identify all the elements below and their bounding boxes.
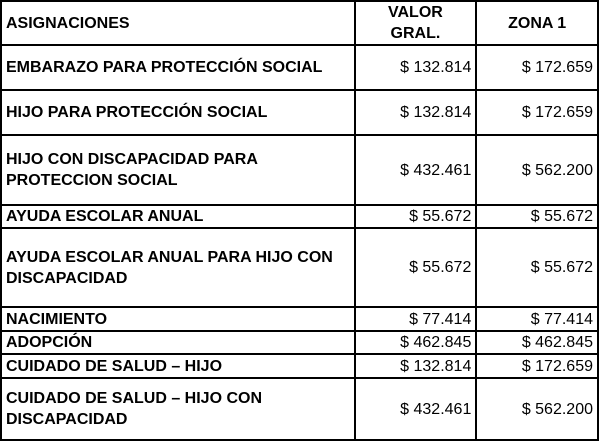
asignacion-name: HIJO PARA PROTECCIÓN SOCIAL bbox=[0, 89, 356, 136]
table-row: HIJO CON DISCAPACIDAD PARA PROTECCION SO… bbox=[0, 134, 599, 206]
valor-gral-cell: $ 132.814 bbox=[353, 353, 478, 379]
valor-gral-cell: $ 55.672 bbox=[353, 204, 478, 229]
table-row: HIJO PARA PROTECCIÓN SOCIAL $ 132.814 $ 17… bbox=[0, 89, 599, 136]
table-row: AYUDA ESCOLAR ANUAL $ 55.672 $ 55.672 bbox=[0, 204, 599, 229]
valor-gral-cell: $ 132.814 bbox=[353, 89, 478, 136]
asignacion-name: ADOPCIÓN bbox=[0, 330, 356, 355]
table-row: NACIMIENTO $ 77.414 $ 77.414 bbox=[0, 306, 599, 332]
valor-gral-cell: $ 132.814 bbox=[353, 44, 478, 91]
asignacion-name: AYUDA ESCOLAR ANUAL PARA HIJO CON DISCAP… bbox=[0, 227, 356, 308]
valor-gral-cell: $ 432.461 bbox=[353, 377, 478, 441]
table-row: CUIDADO DE SALUD – HIJO $ 132.814 $ 172.65… bbox=[0, 353, 599, 379]
header-asignaciones: ASIGNACIONES bbox=[0, 0, 356, 46]
zona-1-cell: $ 172.659 bbox=[475, 44, 599, 91]
table-row: EMBARAZO PARA PROTECCIÓN SOCIAL $ 132.814… bbox=[0, 44, 599, 91]
table-row: CUIDADO DE SALUD – HIJO CON DISCAPACIDAD… bbox=[0, 377, 599, 441]
zona-1-cell: $ 562.200 bbox=[475, 134, 599, 206]
zona-1-cell: $ 462.845 bbox=[475, 330, 599, 355]
valor-gral-cell: $ 432.461 bbox=[353, 134, 478, 206]
header-zona-1: ZONA 1 bbox=[475, 0, 599, 46]
asignacion-name: CUIDADO DE SALUD – HIJO bbox=[0, 353, 356, 379]
asignacion-name: CUIDADO DE SALUD – HIJO CON DISCAPACIDAD bbox=[0, 377, 356, 441]
asignacion-name: AYUDA ESCOLAR ANUAL bbox=[0, 204, 356, 229]
asignacion-name: HIJO CON DISCAPACIDAD PARA PROTECCION SO… bbox=[0, 134, 356, 206]
table-row: AYUDA ESCOLAR ANUAL PARA HIJO CON DISCAP… bbox=[0, 227, 599, 308]
table-row: ADOPCIÓN $ 462.845 $ 462.845 bbox=[0, 330, 599, 355]
zona-1-cell: $ 55.672 bbox=[475, 227, 599, 308]
header-row: ASIGNACIONES VALOR GRAL. ZONA 1 bbox=[0, 0, 599, 46]
valor-gral-cell: $ 462.845 bbox=[353, 330, 478, 355]
asignacion-name: EMBARAZO PARA PROTECCIÓN SOCIAL bbox=[0, 44, 356, 91]
zona-1-cell: $ 172.659 bbox=[475, 89, 599, 136]
zona-1-cell: $ 55.672 bbox=[475, 204, 599, 229]
valor-gral-cell: $ 77.414 bbox=[353, 306, 478, 332]
zona-1-cell: $ 562.200 bbox=[475, 377, 599, 441]
asignacion-name: NACIMIENTO bbox=[0, 306, 356, 332]
header-valor-gral: VALOR GRAL. bbox=[353, 0, 478, 46]
zona-1-cell: $ 77.414 bbox=[475, 306, 599, 332]
valor-gral-cell: $ 55.672 bbox=[353, 227, 478, 308]
zona-1-cell: $ 172.659 bbox=[475, 353, 599, 379]
